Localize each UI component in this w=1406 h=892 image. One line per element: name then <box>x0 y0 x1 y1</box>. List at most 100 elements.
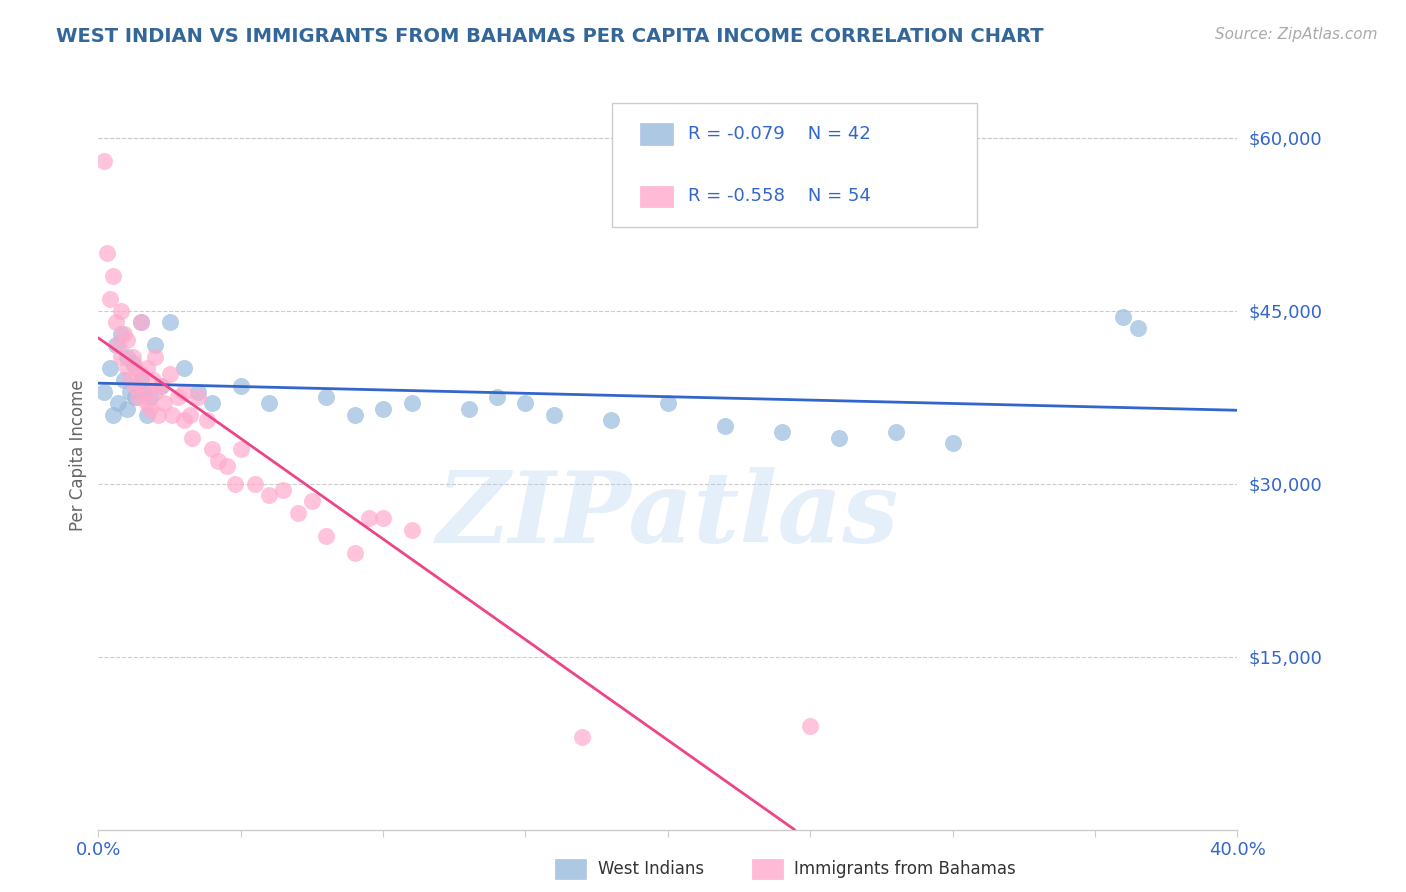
Text: Source: ZipAtlas.com: Source: ZipAtlas.com <box>1215 27 1378 42</box>
Text: R = -0.079    N = 42: R = -0.079 N = 42 <box>688 125 870 143</box>
Point <box>173 384 195 399</box>
Point <box>138 401 160 416</box>
Point <box>799 719 821 733</box>
Point <box>201 396 224 410</box>
Point <box>112 373 135 387</box>
Point <box>121 356 143 370</box>
Point <box>135 361 157 376</box>
Text: Immigrants from Bahamas: Immigrants from Bahamas <box>794 860 1017 878</box>
Point <box>129 315 152 329</box>
Point <box>173 413 195 427</box>
Point <box>942 436 965 450</box>
Point <box>93 153 115 168</box>
Point <box>129 368 152 382</box>
Point <box>315 528 337 542</box>
Point <box>273 483 295 497</box>
Point <box>229 378 252 392</box>
Point <box>104 338 127 352</box>
Point <box>884 425 907 439</box>
Point <box>93 384 115 399</box>
Point <box>124 390 146 404</box>
Point <box>173 361 195 376</box>
Point <box>287 506 309 520</box>
Point <box>515 396 537 410</box>
Point <box>187 390 209 404</box>
Point <box>373 401 395 416</box>
Point <box>132 384 155 399</box>
Point <box>145 384 167 399</box>
Point <box>179 408 201 422</box>
Point <box>127 390 149 404</box>
Point <box>138 390 160 404</box>
Point <box>98 361 121 376</box>
Point <box>162 408 184 422</box>
Point <box>129 373 152 387</box>
Point <box>207 453 229 467</box>
Point <box>104 315 127 329</box>
Point <box>118 373 141 387</box>
Point <box>112 326 135 341</box>
Point <box>770 425 793 439</box>
Point <box>101 408 124 422</box>
Point <box>145 338 167 352</box>
Point <box>159 368 181 382</box>
Point <box>150 378 173 392</box>
Point <box>215 459 238 474</box>
Point <box>828 431 851 445</box>
Point <box>132 384 155 399</box>
Point <box>1126 321 1149 335</box>
Text: WEST INDIAN VS IMMIGRANTS FROM BAHAMAS PER CAPITA INCOME CORRELATION CHART: WEST INDIAN VS IMMIGRANTS FROM BAHAMAS P… <box>56 27 1043 45</box>
Text: West Indians: West Indians <box>598 860 703 878</box>
Point <box>115 401 138 416</box>
Point <box>243 476 266 491</box>
Y-axis label: Per Capita Income: Per Capita Income <box>69 379 87 531</box>
Point <box>110 303 132 318</box>
Point <box>110 350 132 364</box>
Point <box>457 401 479 416</box>
Point <box>187 384 209 399</box>
Point <box>543 408 565 422</box>
Point <box>115 333 138 347</box>
Point <box>145 350 167 364</box>
Point <box>373 511 395 525</box>
Point <box>401 396 423 410</box>
Point <box>124 361 146 376</box>
Point <box>135 396 157 410</box>
Point <box>486 390 509 404</box>
Point <box>259 396 281 410</box>
Point <box>343 546 366 560</box>
Point <box>148 408 170 422</box>
Point <box>115 361 138 376</box>
Point <box>96 246 118 260</box>
Point <box>1112 310 1135 324</box>
Text: R = -0.558    N = 54: R = -0.558 N = 54 <box>688 187 870 205</box>
Point <box>101 269 124 284</box>
Point <box>259 488 281 502</box>
Point <box>301 494 323 508</box>
Point <box>153 396 176 410</box>
Point <box>107 338 129 352</box>
Point <box>159 315 181 329</box>
Point <box>129 315 152 329</box>
Point <box>115 350 138 364</box>
Point <box>107 396 129 410</box>
Point <box>98 293 121 307</box>
Point <box>167 390 190 404</box>
Point <box>121 350 143 364</box>
Point <box>201 442 224 457</box>
Point <box>657 396 679 410</box>
Point <box>343 408 366 422</box>
Text: ZIPatlas: ZIPatlas <box>437 467 898 563</box>
Point <box>600 413 623 427</box>
Point <box>571 731 593 745</box>
Point <box>124 378 146 392</box>
Point <box>110 326 132 341</box>
Point <box>224 476 246 491</box>
Point <box>135 408 157 422</box>
Point <box>181 431 204 445</box>
Point <box>229 442 252 457</box>
Point <box>118 384 141 399</box>
Point <box>357 511 380 525</box>
Point <box>150 378 173 392</box>
Point <box>401 523 423 537</box>
